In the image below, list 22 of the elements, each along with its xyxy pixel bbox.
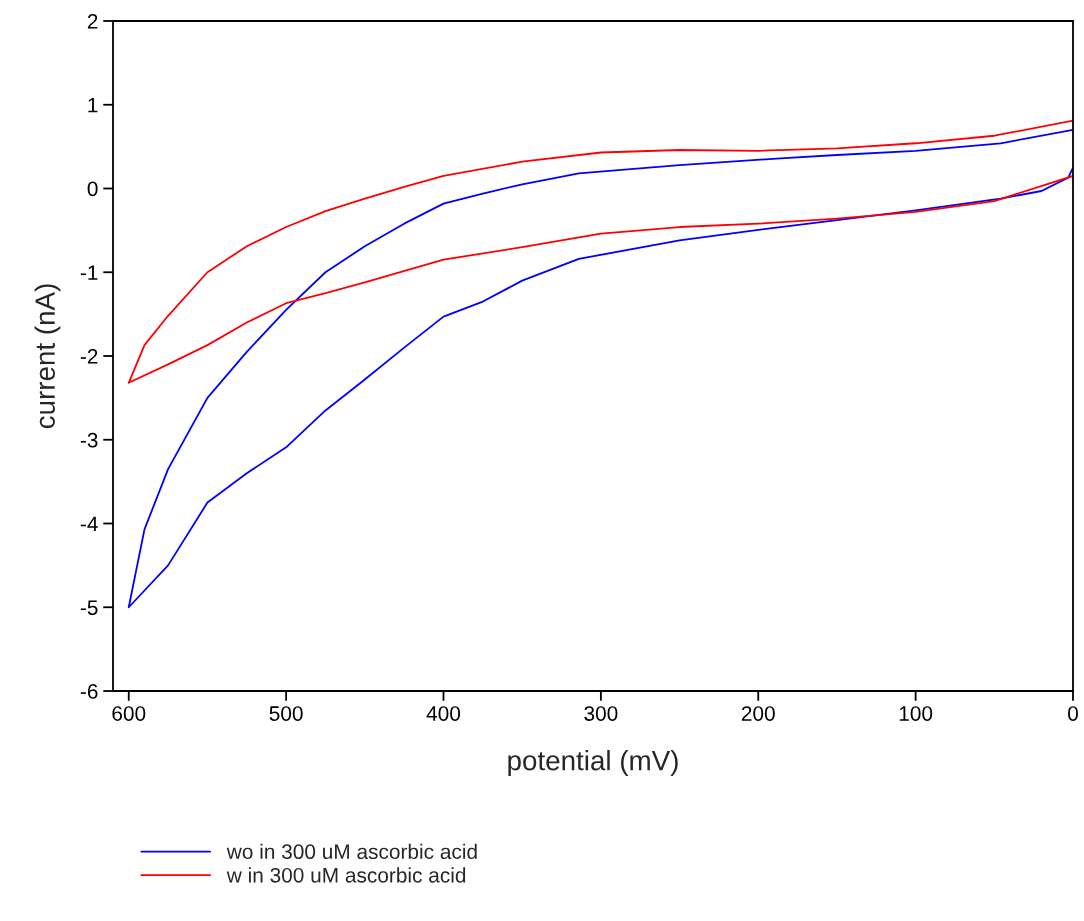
- y-tick-label: -4: [80, 516, 98, 532]
- x-tick-label: 600: [112, 706, 146, 721]
- y-tick-label: 1: [88, 97, 98, 113]
- line-series: [127, 119, 1073, 384]
- y-tick-label: 0: [87, 181, 98, 197]
- y-tick-label: -2: [80, 349, 98, 364]
- y-axis-title: current (nA): [34, 284, 61, 429]
- legend-label: w in 300 uM ascorbic acid: [226, 867, 466, 883]
- legend-label: wo in 300 uM ascorbic acid: [226, 843, 477, 860]
- y-tick-label: -6: [80, 684, 98, 699]
- y-tick-label: -1: [80, 265, 98, 280]
- x-axis-title: potential (mV): [508, 750, 678, 776]
- y-tick-label: 2: [87, 14, 98, 29]
- y-tick-label: -3: [80, 432, 98, 448]
- x-tick-label: 300: [584, 706, 618, 721]
- x-tick-label: 0: [1068, 706, 1078, 721]
- x-tick-label: 500: [269, 706, 303, 721]
- y-tick-label: -5: [80, 600, 98, 615]
- line-series: [127, 128, 1073, 609]
- x-tick-label: 400: [426, 706, 461, 721]
- x-tick-label: 100: [899, 706, 933, 721]
- x-tick-label: 200: [741, 706, 775, 721]
